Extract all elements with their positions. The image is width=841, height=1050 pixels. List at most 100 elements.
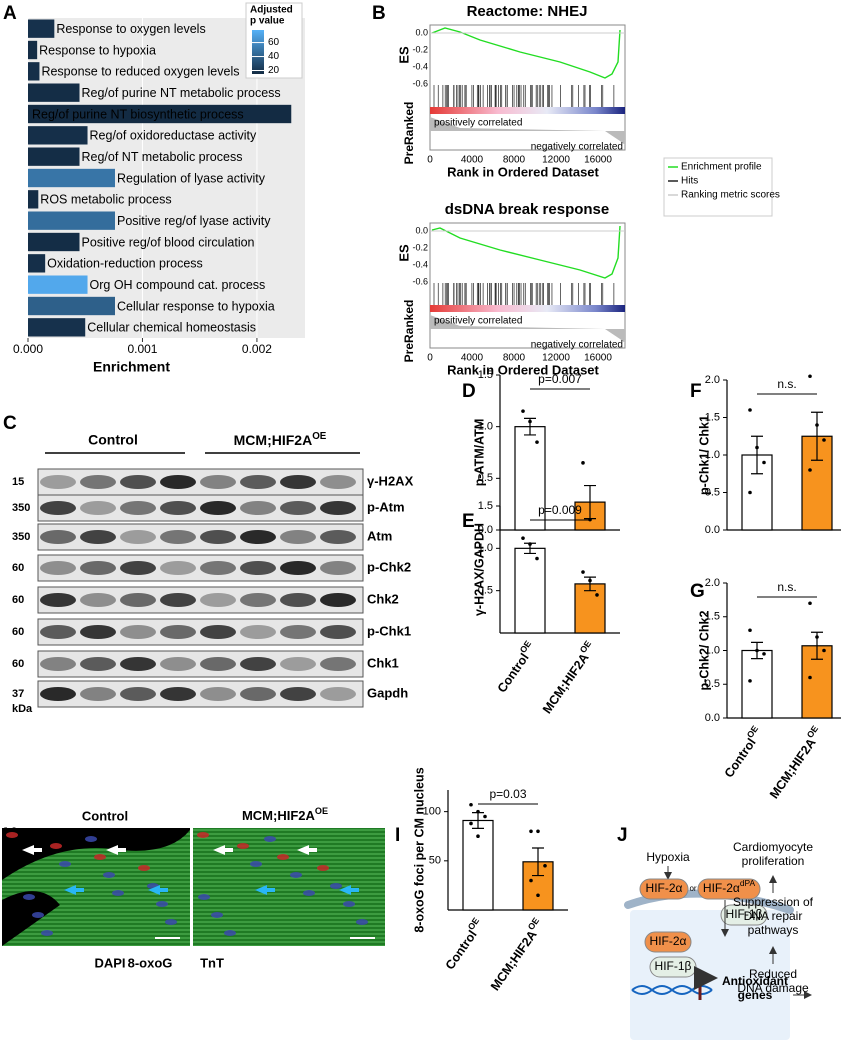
band	[120, 530, 156, 544]
oval	[697, 878, 761, 900]
colorbar-label: 20	[268, 65, 280, 76]
bar	[741, 649, 773, 719]
data-point	[528, 542, 532, 546]
y-axis-label: ES	[396, 46, 411, 64]
band	[320, 501, 356, 515]
kda-label: 60	[12, 594, 24, 606]
x-axis-label: Rank in Ordered Dataset	[447, 362, 599, 377]
x-tick-label: 4000	[461, 155, 484, 166]
label-main: MCM;HIF2A	[540, 651, 592, 716]
bar	[28, 275, 88, 294]
x-tick-label: MCM;HIF2AOE	[765, 724, 826, 802]
y-axis-label: γ-H2AX/GAPDH	[472, 523, 486, 616]
kda-label: 60	[12, 626, 24, 638]
bar	[28, 83, 80, 102]
y-tick-label: 1.5	[705, 611, 720, 623]
node-label: Antioxidant	[722, 974, 788, 988]
x-tick-label: 0	[427, 353, 433, 364]
colorbar	[252, 30, 264, 74]
micrograph	[193, 828, 385, 946]
band	[40, 475, 76, 489]
y-tick-label: 0.5	[705, 678, 720, 690]
panel-letter: I	[395, 825, 400, 846]
data-point	[536, 829, 540, 834]
band	[320, 530, 356, 544]
label: positively correlated	[434, 118, 522, 129]
bar-label: Cellular response to hypoxia	[117, 299, 275, 313]
y-tick-label: -0.6	[412, 78, 428, 88]
y-tick-label: 0.0	[415, 27, 428, 37]
x-axis-label: Rank in Ordered Dataset	[447, 164, 599, 179]
legend-entry: Enrichment profile	[681, 162, 762, 173]
nucleus	[103, 872, 115, 878]
data-point	[588, 578, 592, 583]
y-tick-label: 0.5	[478, 472, 493, 484]
band	[200, 501, 236, 515]
label-sup: dPA	[740, 878, 756, 888]
data-point	[808, 468, 812, 472]
data-point	[815, 635, 819, 639]
protein-label: γ-H2AX	[367, 473, 414, 488]
y-axis-label: PreRanked	[402, 102, 416, 165]
data-point	[762, 652, 766, 656]
kda-label: 350	[12, 502, 30, 514]
bar	[28, 254, 46, 273]
annotation: n.s.	[777, 377, 796, 391]
x-tick-label: ControlOE	[719, 724, 766, 781]
y-tick-label: 2.0	[705, 577, 720, 589]
label: positively correlated	[434, 316, 522, 327]
band	[280, 501, 316, 515]
band	[200, 687, 236, 701]
y-tick-label: 0.5	[478, 585, 493, 597]
panel-letter: B	[372, 3, 386, 24]
x-tick-label: 8000	[503, 353, 526, 364]
error-bar	[811, 411, 823, 461]
band	[240, 561, 276, 575]
legend-entry: Ranking metric scores	[681, 190, 780, 201]
bar	[28, 19, 55, 38]
data-point	[529, 878, 533, 883]
band	[120, 625, 156, 639]
bar	[28, 296, 115, 316]
stain-label: TnT	[200, 955, 224, 970]
bar	[514, 547, 546, 634]
y-tick-label: 50	[429, 855, 441, 867]
label-main: Control	[495, 651, 532, 695]
data-point	[755, 648, 759, 653]
label-main: MCM;HIF2A	[242, 808, 316, 823]
label-main: Control	[443, 928, 480, 972]
bar	[28, 40, 38, 60]
node-label: HIF-2α	[646, 881, 683, 895]
data-point	[822, 438, 826, 442]
band	[120, 561, 156, 575]
band	[40, 530, 76, 544]
rank-bar	[430, 305, 625, 312]
arrow	[22, 845, 42, 855]
group-label: MCM;HIF2AOE	[242, 806, 328, 823]
kda-label: 15	[12, 476, 24, 488]
dark-region	[2, 828, 190, 946]
bar-label: Response to hypoxia	[39, 43, 156, 57]
arrow	[213, 845, 233, 855]
band	[80, 501, 116, 515]
nucleus	[330, 883, 342, 889]
y-axis-label: p-ATM/ATM	[472, 419, 486, 487]
rank-bar	[430, 107, 625, 114]
band	[280, 561, 316, 575]
bar	[28, 104, 292, 124]
nucleus	[303, 890, 315, 896]
legend-title: p value	[250, 16, 285, 27]
x-tick-label: 0	[427, 155, 433, 166]
bar-label: Reg/of purine NT biosynthetic process	[32, 107, 244, 121]
data-point	[808, 374, 812, 379]
x-tick-label: 0.002	[242, 342, 272, 356]
nucleus	[156, 901, 168, 907]
label: negatively correlated	[531, 340, 623, 351]
nucleus	[264, 836, 276, 842]
y-tick-label: -0.4	[412, 61, 428, 71]
band	[40, 593, 76, 607]
nucleus	[224, 930, 236, 936]
band	[80, 593, 116, 607]
band	[200, 593, 236, 607]
